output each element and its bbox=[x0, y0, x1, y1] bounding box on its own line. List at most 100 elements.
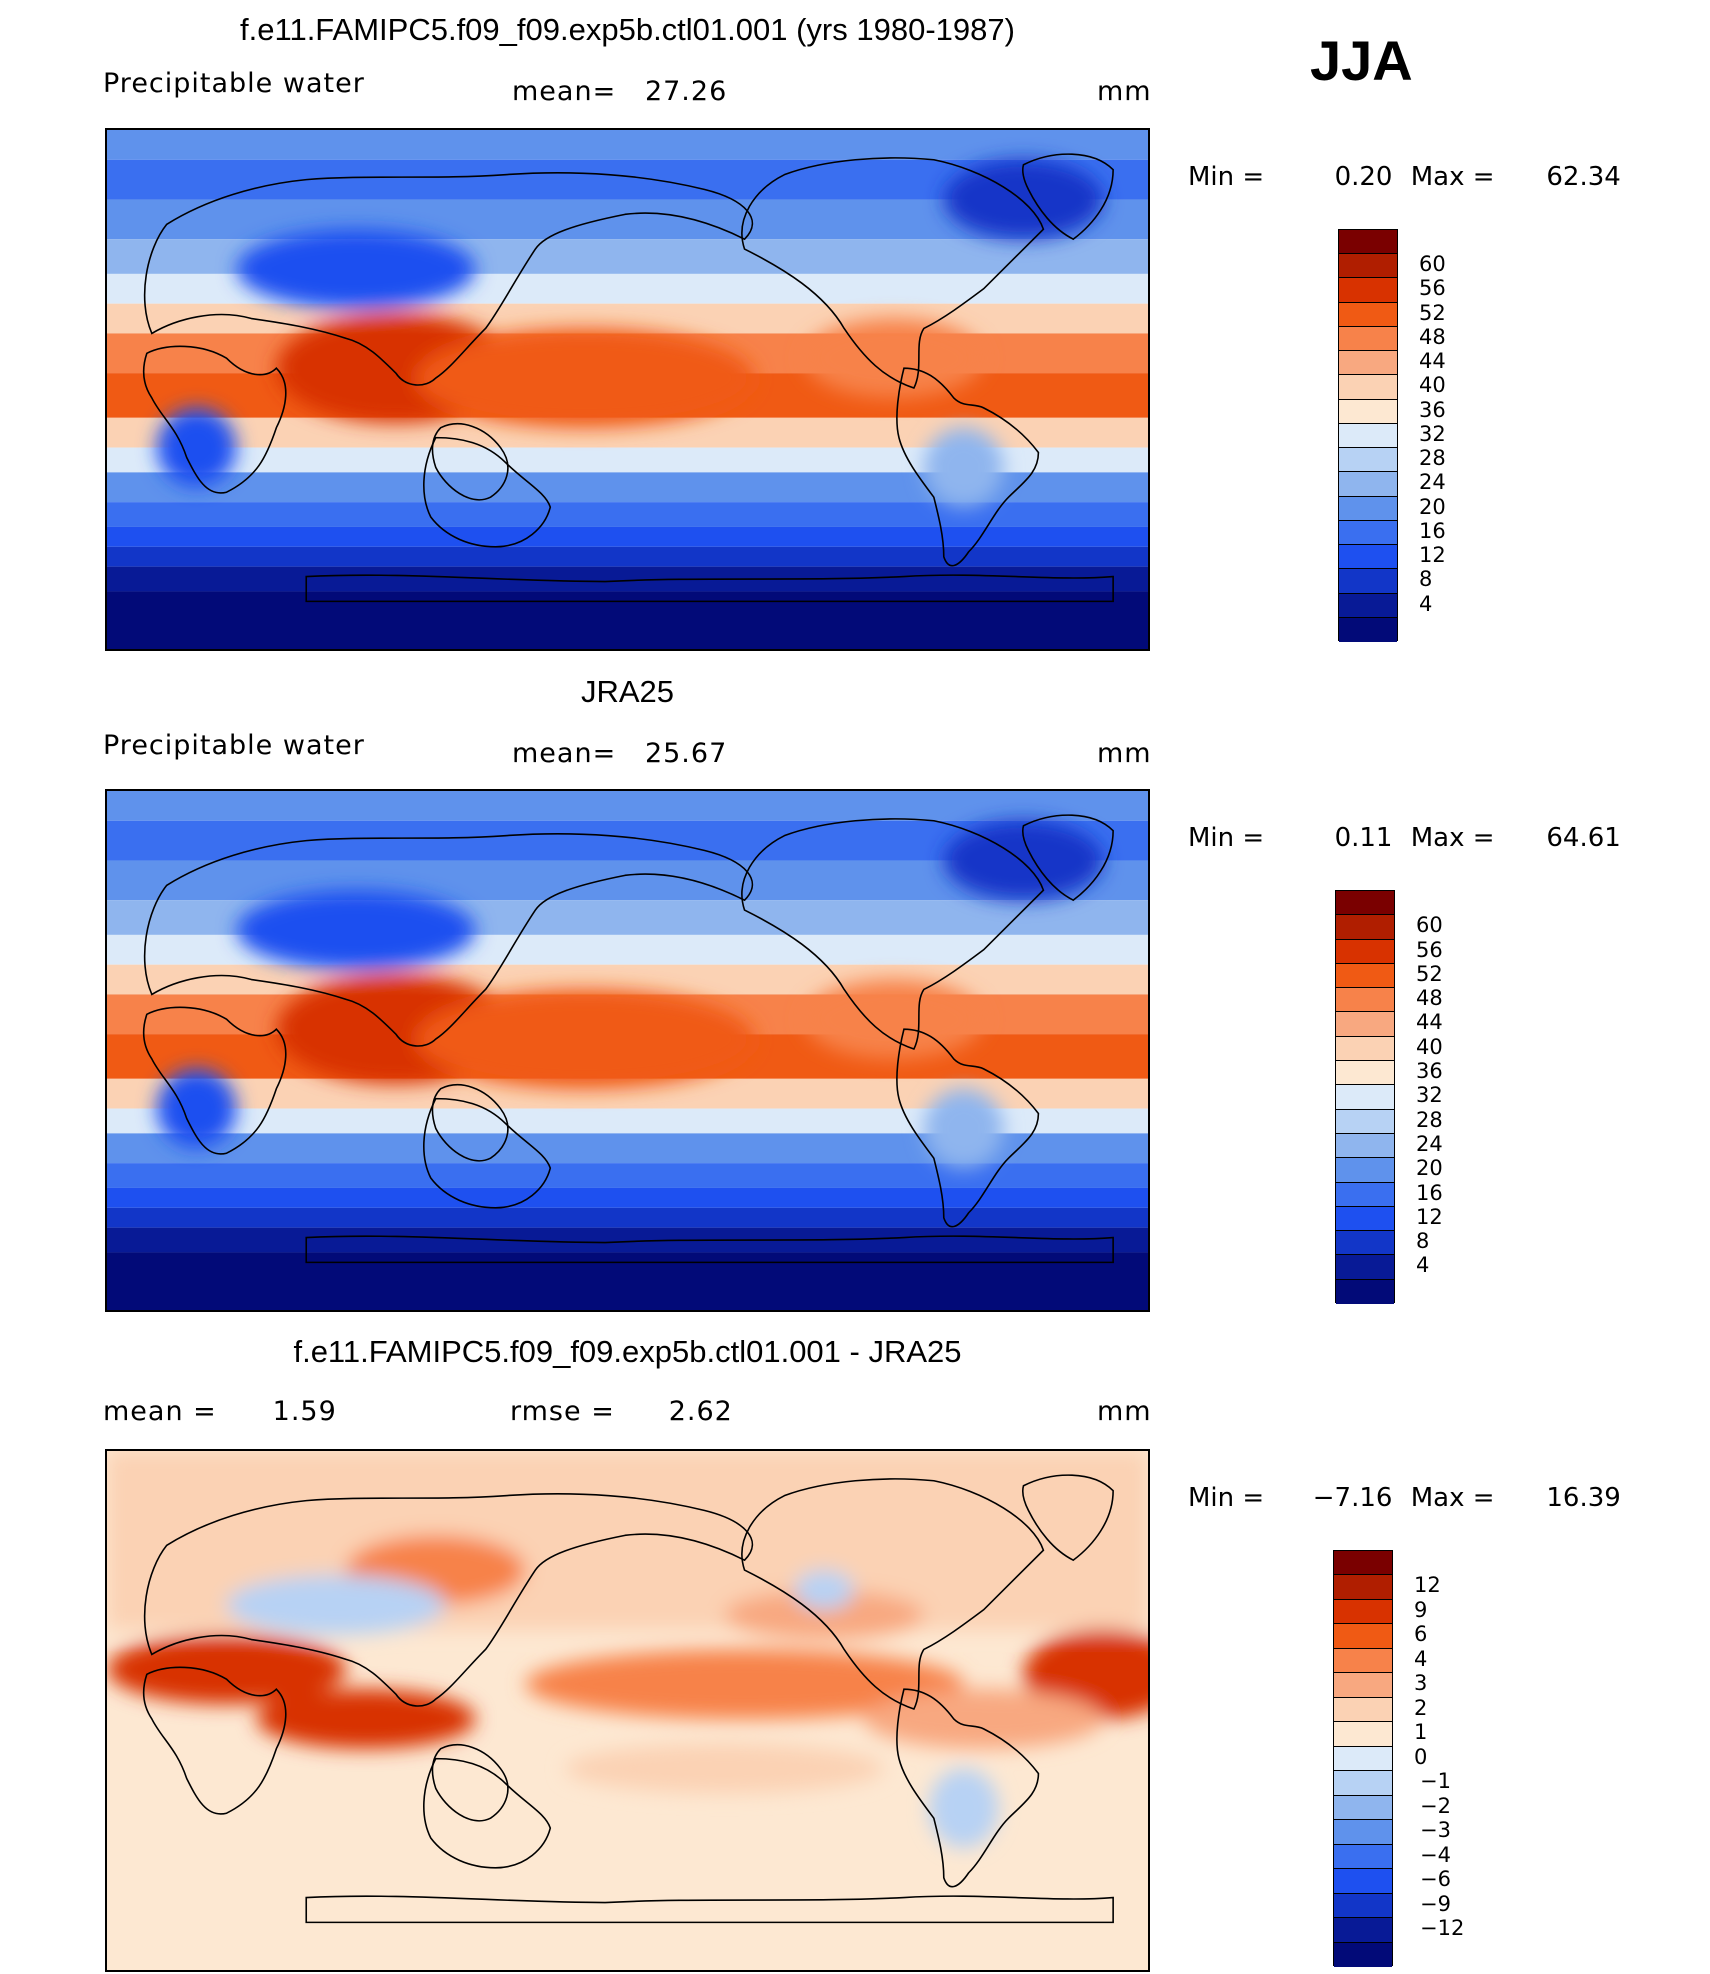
field-blob bbox=[928, 1768, 999, 1848]
colorbar-tick-label: 44 bbox=[1419, 349, 1446, 374]
colorbar-tick-label: 40 bbox=[1419, 373, 1446, 398]
colorbar-swatch bbox=[1336, 1012, 1394, 1037]
field-band bbox=[107, 791, 1148, 821]
field-band bbox=[107, 964, 1148, 995]
colorbar-swatch bbox=[1339, 617, 1397, 642]
mean-value: 25.67 bbox=[644, 738, 728, 769]
field-label-obs: Precipitable water bbox=[103, 730, 365, 761]
colorbar-tick-label: 8 bbox=[1416, 1229, 1430, 1254]
colorbar-tick-label: 20 bbox=[1416, 1156, 1443, 1181]
colorbar-box bbox=[1333, 1550, 1393, 1967]
field-blob bbox=[525, 1649, 964, 1719]
coastline bbox=[143, 833, 754, 1047]
colorbar-swatch bbox=[1336, 1061, 1394, 1086]
colorbar-swatch bbox=[1339, 278, 1397, 303]
colorbar-swatch bbox=[1336, 1255, 1394, 1280]
colorbar-swatch bbox=[1336, 939, 1394, 964]
colorbar-swatch bbox=[1336, 1231, 1394, 1256]
colorbar-tick-label: 48 bbox=[1416, 986, 1443, 1011]
colorbar-tick-label: 52 bbox=[1416, 961, 1443, 986]
field-band bbox=[107, 130, 1148, 160]
colorbar-tick-label: 36 bbox=[1419, 397, 1446, 422]
min-value: 0.11 bbox=[1334, 823, 1393, 853]
colorbar-tick-label: 24 bbox=[1416, 1131, 1443, 1156]
colorbar-tick-label: 32 bbox=[1419, 421, 1446, 446]
min-key: Min = bbox=[1188, 1483, 1265, 1513]
colorbar-box bbox=[1338, 229, 1398, 642]
colorbar-swatch bbox=[1336, 1036, 1394, 1062]
max-value: 16.39 bbox=[1546, 1483, 1621, 1513]
colorbar-swatch bbox=[1339, 230, 1397, 255]
colorbar-swatch bbox=[1339, 254, 1397, 279]
colorbar-swatch bbox=[1339, 448, 1397, 473]
coastline bbox=[1021, 814, 1114, 902]
colorbar-tick-label: 28 bbox=[1419, 446, 1446, 471]
colorbar-swatch bbox=[1334, 1918, 1392, 1943]
field-blob bbox=[943, 820, 1104, 901]
field-blob bbox=[794, 1570, 855, 1610]
field-blob bbox=[256, 1689, 476, 1749]
map-model bbox=[105, 128, 1150, 651]
field-band bbox=[107, 1163, 1148, 1188]
colorbar-tick-label: 9 bbox=[1414, 1597, 1428, 1622]
map-diff-svg bbox=[107, 1451, 1148, 1970]
coastline bbox=[431, 423, 509, 501]
colorbar-swatch bbox=[1339, 520, 1397, 546]
colorbar-swatch bbox=[1334, 1771, 1392, 1796]
coastline bbox=[896, 367, 1040, 567]
max-value: 62.34 bbox=[1546, 162, 1621, 192]
colorbar-tick-label: 48 bbox=[1419, 324, 1446, 349]
field-band bbox=[107, 1207, 1148, 1228]
colorbar-swatch bbox=[1339, 569, 1397, 594]
panel-title-model: f.e11.FAMIPC5.f09_f09.exp5b.ctl01.001 (y… bbox=[240, 12, 1015, 47]
rmse-key: rmse = bbox=[510, 1396, 615, 1427]
colorbar-tick-label: 32 bbox=[1416, 1083, 1443, 1108]
colorbar-swatch bbox=[1339, 302, 1397, 327]
units-label-obs: mm bbox=[1097, 738, 1152, 769]
colorbar-swatch bbox=[1336, 915, 1394, 940]
map-obs bbox=[105, 789, 1150, 1312]
mean-key: mean= bbox=[512, 76, 617, 107]
map-obs-svg bbox=[107, 791, 1148, 1310]
minmax-diff: Min = −7.16 Max = 16.39 bbox=[1188, 1483, 1621, 1513]
colorbar-tick-label: 8 bbox=[1419, 567, 1433, 592]
colorbar-swatch bbox=[1339, 545, 1397, 570]
colorbar-swatch bbox=[1339, 593, 1397, 618]
colorbar-tick-label: −4 bbox=[1420, 1842, 1451, 1867]
colorbar-swatch bbox=[1336, 891, 1394, 916]
colorbar-swatch bbox=[1334, 1648, 1392, 1674]
field-band bbox=[107, 303, 1148, 334]
max-value: 64.61 bbox=[1546, 823, 1621, 853]
colorbar-box bbox=[1335, 890, 1395, 1304]
mean-key: mean= bbox=[512, 738, 617, 769]
colorbar-swatch bbox=[1336, 1133, 1394, 1159]
colorbar-tick-label: 16 bbox=[1416, 1180, 1443, 1205]
coastline bbox=[305, 574, 1114, 603]
colorbar-tick-label: 56 bbox=[1419, 276, 1446, 301]
mean-value: 1.59 bbox=[272, 1396, 337, 1427]
max-key: Max = bbox=[1410, 823, 1495, 853]
field-band bbox=[107, 546, 1148, 567]
field-band bbox=[107, 502, 1148, 527]
field-band bbox=[107, 566, 1148, 592]
mean-key: mean = bbox=[103, 1396, 217, 1427]
field-blob bbox=[565, 1743, 885, 1794]
colorbar-tick-label: −9 bbox=[1420, 1891, 1451, 1916]
colorbar-swatch bbox=[1339, 472, 1397, 497]
colorbar-swatch bbox=[1336, 1158, 1394, 1183]
colorbar-tick-label: −6 bbox=[1420, 1867, 1451, 1892]
field-blob bbox=[804, 979, 984, 1059]
coastlines bbox=[142, 814, 1114, 1264]
field-blob bbox=[156, 407, 237, 488]
field-blob bbox=[943, 159, 1104, 240]
colorbar-tick-label: 28 bbox=[1416, 1107, 1443, 1132]
colorbar-swatch bbox=[1339, 326, 1397, 352]
colorbar-tick-label: −12 bbox=[1420, 1916, 1465, 1941]
colorbar-tick-label: −2 bbox=[1420, 1793, 1451, 1818]
coastline bbox=[142, 345, 287, 494]
colorbar-swatch bbox=[1334, 1697, 1392, 1723]
colorbar-swatch bbox=[1334, 1575, 1392, 1600]
colorbar-swatch bbox=[1336, 988, 1394, 1013]
colorbar-swatch bbox=[1336, 1279, 1394, 1304]
coastline bbox=[896, 1688, 1040, 1888]
